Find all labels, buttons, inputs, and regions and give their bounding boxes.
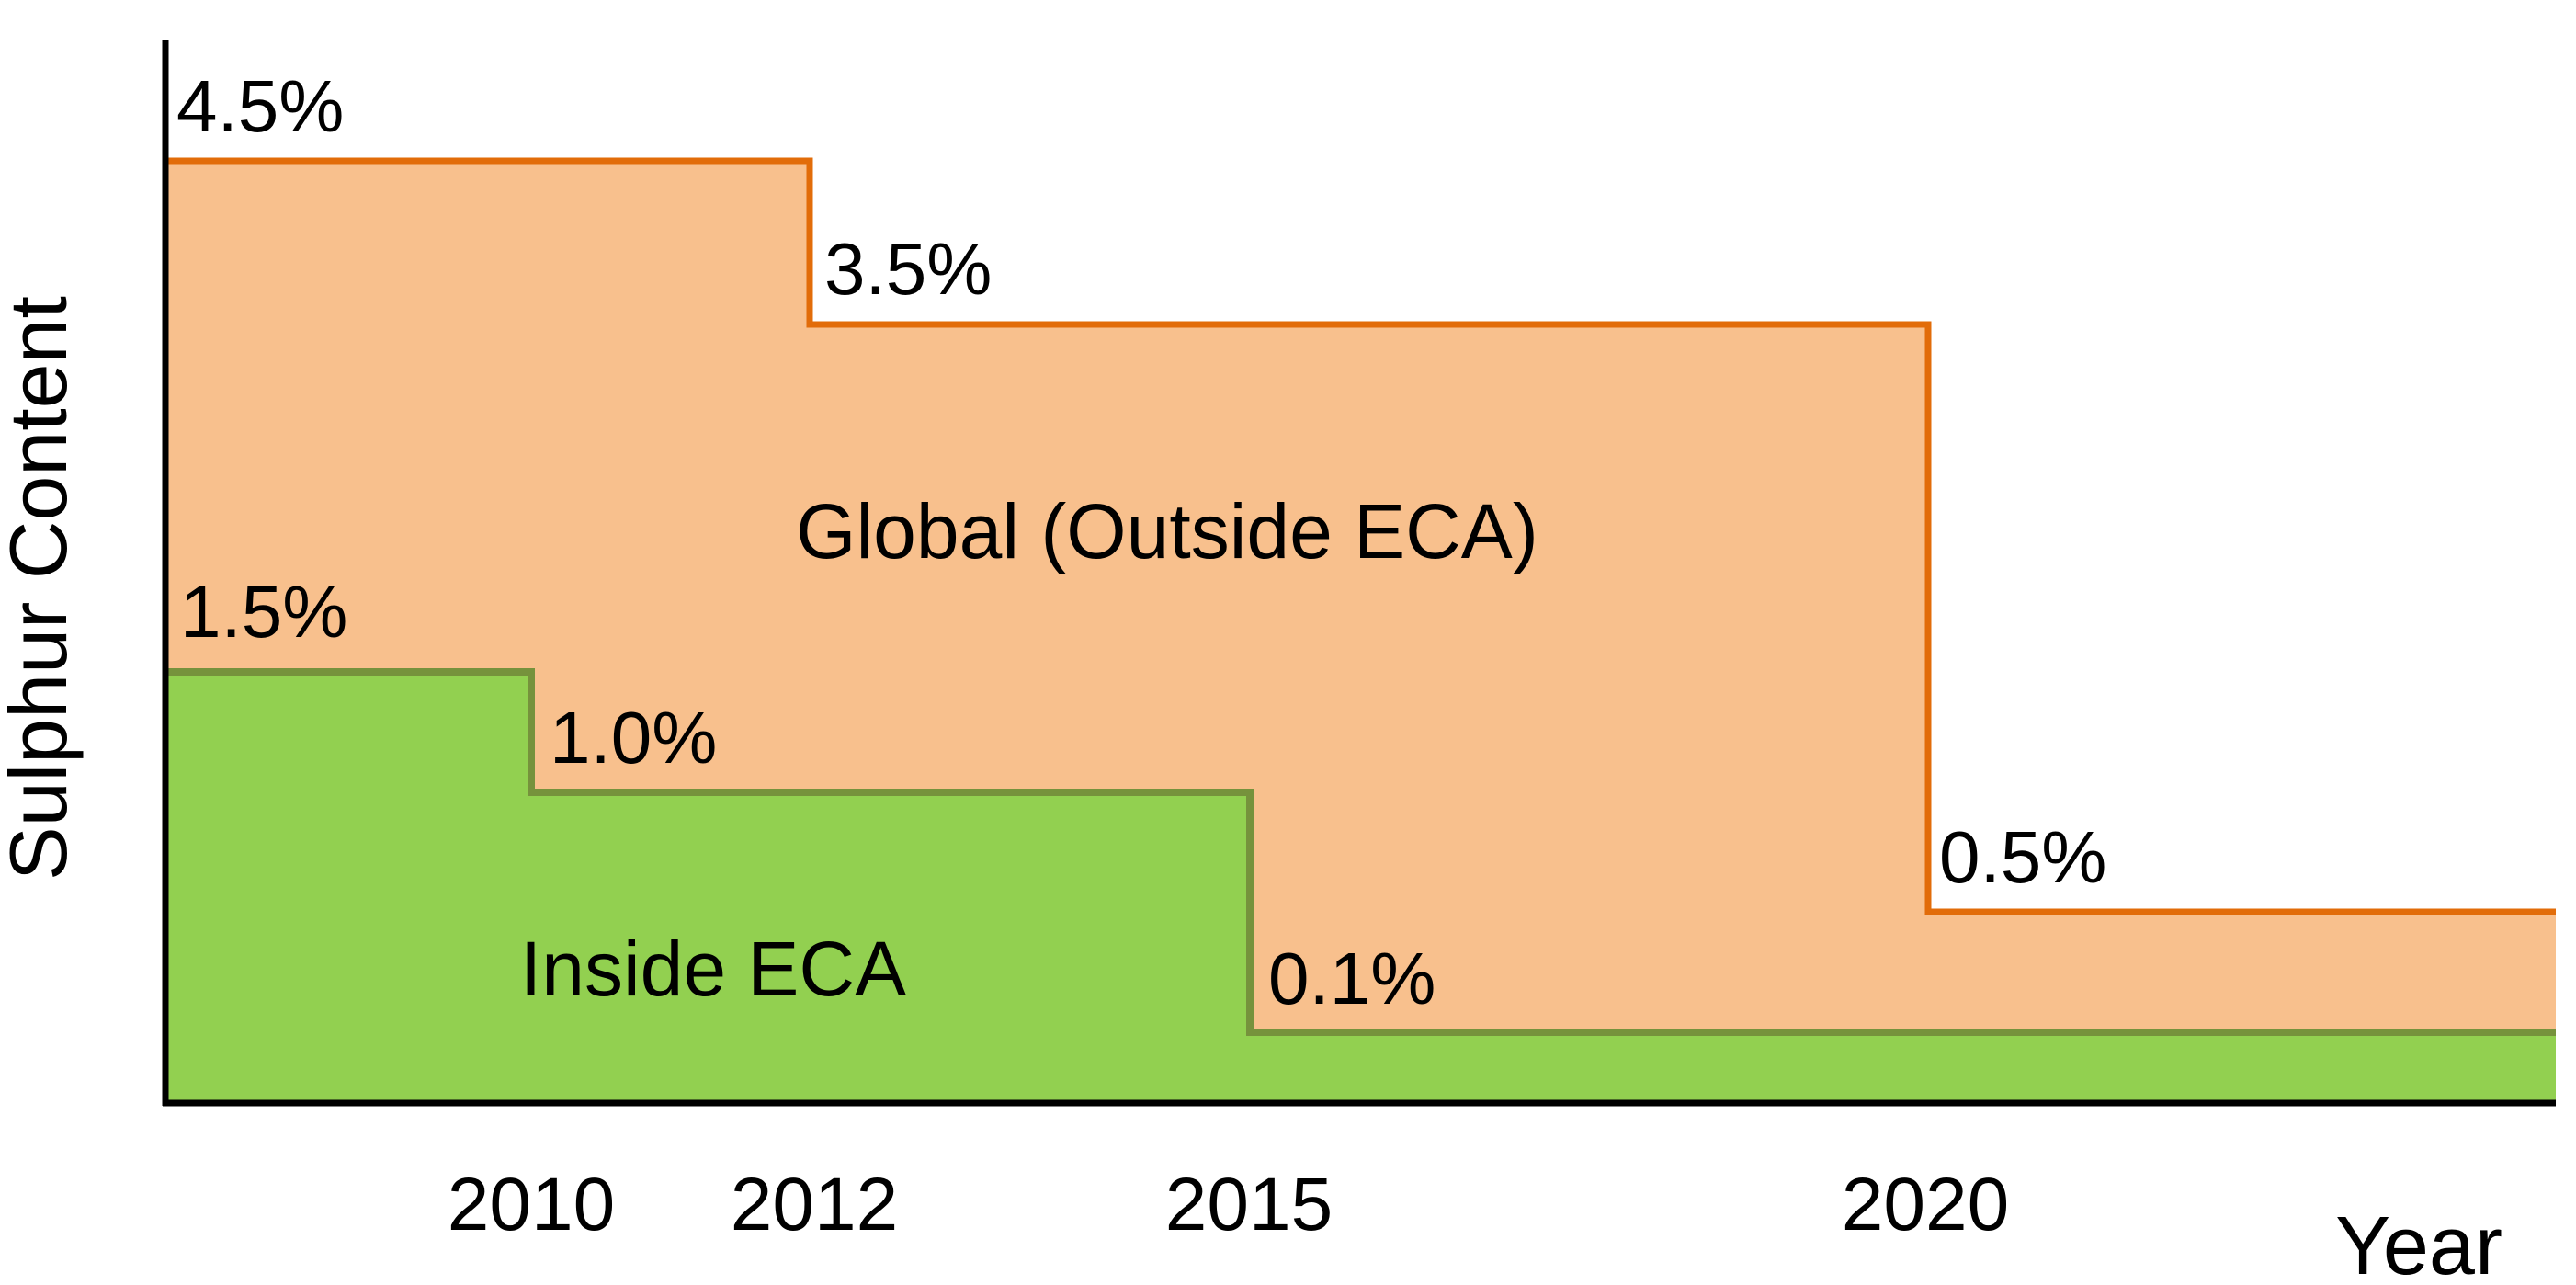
y-axis-label: Sulphur Content [0, 296, 84, 881]
global-outside-eca-area-border [168, 157, 2556, 915]
value-label-3-5-pct: 3.5% [824, 228, 992, 310]
x-axis-label: Year [2335, 1200, 2502, 1285]
series-label-global: Global (Outside ECA) [796, 488, 1538, 574]
value-label-1-0-pct: 1.0% [550, 697, 717, 779]
value-label-4-5-pct: 4.5% [176, 65, 344, 147]
axes-layer [162, 40, 2556, 1107]
x-tick-2012: 2012 [731, 1163, 898, 1246]
value-label-0-1-pct: 0.1% [1268, 938, 1436, 1019]
areas-layer [168, 157, 2556, 1103]
series-label-inside-eca: Inside ECA [520, 926, 906, 1012]
value-label-0-5-pct: 0.5% [1939, 816, 2106, 898]
value-label-1-5-pct: 1.5% [180, 571, 347, 653]
labels-layer: Sulphur Content 4.5% 3.5% 0.5% 1.5% 1.0% 0.1% G… [0, 65, 2502, 1285]
x-tick-2020: 2020 [1842, 1163, 2009, 1246]
inside-eca-area-fill [168, 672, 2556, 1103]
inside-eca-area-border [168, 668, 2556, 1036]
x-tick-2015: 2015 [1165, 1163, 1333, 1246]
x-tick-2010: 2010 [448, 1163, 615, 1246]
